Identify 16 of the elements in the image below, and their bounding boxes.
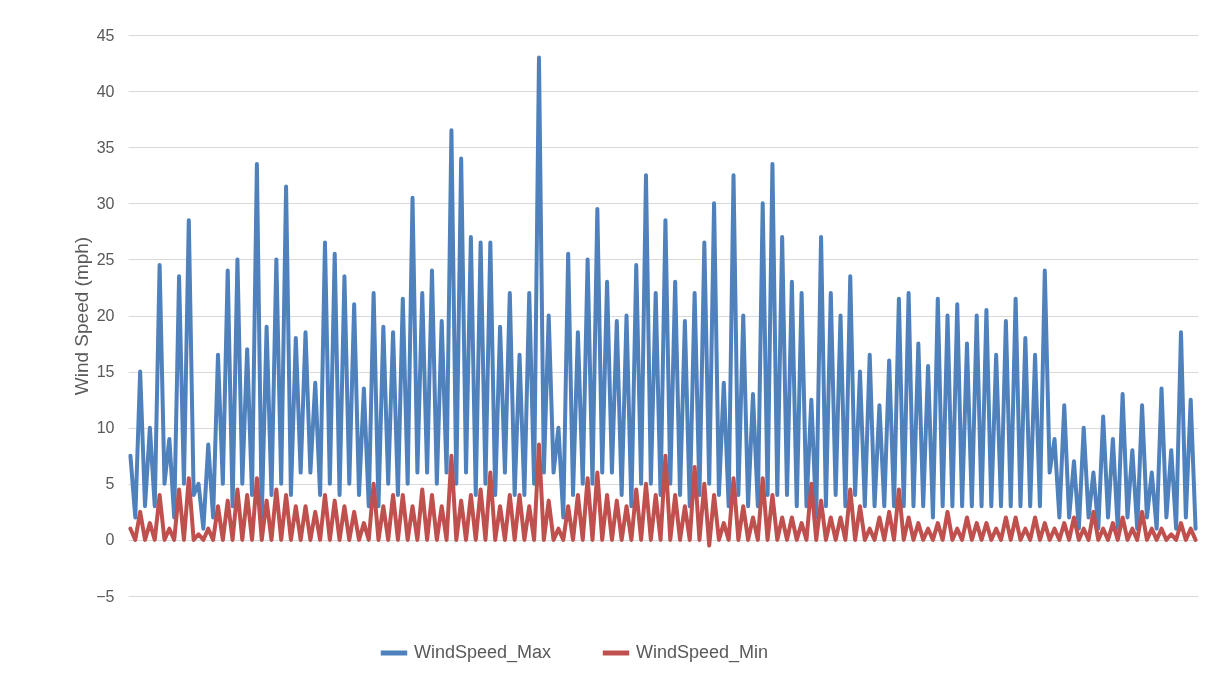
y-tick-label: 35 <box>96 138 115 156</box>
line-series <box>128 55 1198 531</box>
y-tick-label: 45 <box>96 26 115 44</box>
y-tick-label: −5 <box>96 587 115 605</box>
y-tick-label: 20 <box>96 307 115 324</box>
legend-label: WindSpeed_Max <box>414 642 552 663</box>
y-tick-label: 40 <box>96 82 115 100</box>
y-tick-label: 5 <box>105 475 115 493</box>
line-series <box>128 442 1198 548</box>
legend-label: WindSpeed_Min <box>636 642 769 663</box>
y-tick-label: 15 <box>96 363 115 381</box>
y-axis-title: Wind Speed (mph) <box>71 236 93 396</box>
y-tick-label: 30 <box>96 194 115 212</box>
y-tick-label: 25 <box>96 250 115 268</box>
y-tick-label: 10 <box>96 419 115 437</box>
y-tick-label: 0 <box>105 531 115 549</box>
